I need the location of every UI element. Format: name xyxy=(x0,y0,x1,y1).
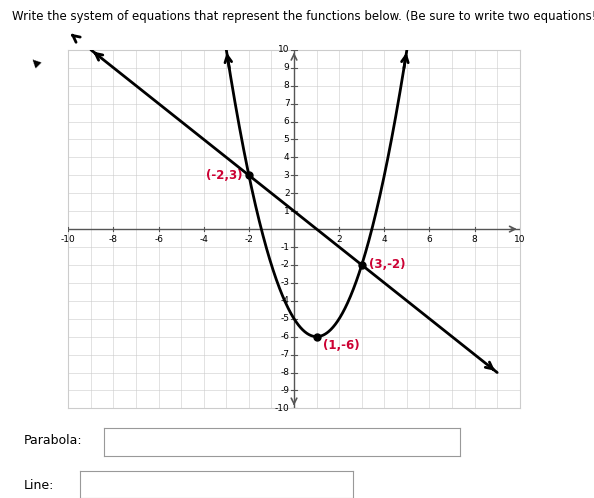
Text: 2: 2 xyxy=(336,236,342,245)
Text: (3,-2): (3,-2) xyxy=(368,258,405,271)
Text: 4: 4 xyxy=(284,153,289,162)
Text: -2: -2 xyxy=(280,260,289,269)
Text: 10: 10 xyxy=(514,236,526,245)
Text: -6: -6 xyxy=(280,332,289,341)
Text: -5: -5 xyxy=(280,314,289,323)
Text: (1,-6): (1,-6) xyxy=(323,339,360,352)
Text: -1: -1 xyxy=(280,243,289,251)
Text: Parabola:: Parabola: xyxy=(24,434,83,447)
Text: 10: 10 xyxy=(278,45,289,54)
Text: 3: 3 xyxy=(284,171,289,180)
Text: 7: 7 xyxy=(284,99,289,108)
Text: -7: -7 xyxy=(280,350,289,359)
Text: ▲: ▲ xyxy=(29,56,42,69)
Text: 8: 8 xyxy=(284,81,289,90)
Text: 6: 6 xyxy=(284,117,289,126)
Text: 1: 1 xyxy=(284,207,289,216)
Text: -6: -6 xyxy=(154,236,163,245)
Text: -10: -10 xyxy=(61,236,75,245)
Text: -3: -3 xyxy=(280,278,289,287)
Text: (-2,3): (-2,3) xyxy=(206,169,242,182)
Text: -4: -4 xyxy=(200,236,208,245)
Text: -9: -9 xyxy=(280,386,289,395)
Text: -10: -10 xyxy=(275,404,289,413)
Text: -8: -8 xyxy=(109,236,118,245)
Text: -4: -4 xyxy=(280,296,289,305)
Text: -8: -8 xyxy=(280,368,289,377)
Text: 5: 5 xyxy=(284,135,289,144)
Text: 8: 8 xyxy=(472,236,478,245)
Text: Write the system of equations that represent the functions below. (Be sure to wr: Write the system of equations that repre… xyxy=(12,10,594,23)
Text: 6: 6 xyxy=(426,236,432,245)
Text: 9: 9 xyxy=(284,63,289,72)
Text: -2: -2 xyxy=(245,236,253,245)
Text: 2: 2 xyxy=(284,189,289,198)
Text: 4: 4 xyxy=(381,236,387,245)
Text: Line:: Line: xyxy=(24,479,54,492)
